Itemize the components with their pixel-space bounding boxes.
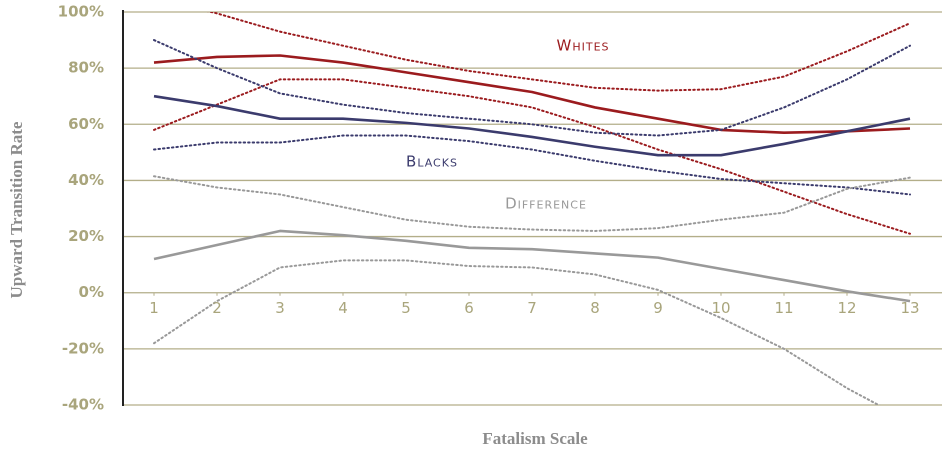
x-tick-label: 2 bbox=[212, 299, 222, 317]
y-tick-label: 0% bbox=[79, 283, 104, 301]
x-axis-title: Fatalism Scale bbox=[482, 429, 588, 448]
series-label: Whites bbox=[557, 37, 610, 55]
series-line bbox=[153, 229, 911, 303]
series-line bbox=[153, 94, 911, 157]
confidence-line bbox=[153, 259, 881, 405]
y-tick-label: 100% bbox=[58, 3, 104, 21]
y-axis-title: Upward Transition Rate bbox=[7, 121, 26, 298]
series-label: Difference bbox=[505, 195, 587, 213]
y-tick-label: 40% bbox=[68, 171, 104, 189]
confidence-line bbox=[207, 12, 911, 92]
x-tick-label: 10 bbox=[711, 299, 730, 317]
x-tick-label: 9 bbox=[653, 299, 663, 317]
x-tick-label: 1 bbox=[149, 299, 159, 317]
series-line bbox=[153, 54, 911, 135]
confidence-line bbox=[153, 39, 911, 137]
series-label: Blacks bbox=[406, 153, 458, 171]
confidence-line bbox=[153, 175, 911, 232]
y-tick-label: 20% bbox=[68, 227, 104, 245]
x-tick-label: 6 bbox=[464, 299, 474, 317]
y-tick-label: -20% bbox=[62, 339, 104, 357]
y-tick-label: 80% bbox=[68, 59, 104, 77]
x-tick-label: 8 bbox=[590, 299, 600, 317]
x-tick-label: 5 bbox=[401, 299, 411, 317]
y-tick-label: -40% bbox=[62, 396, 104, 414]
x-tick-label: 13 bbox=[900, 299, 919, 317]
x-tick-label: 7 bbox=[527, 299, 537, 317]
x-tick-label: 12 bbox=[837, 299, 856, 317]
x-tick-label: 11 bbox=[774, 299, 793, 317]
x-tick-label: 4 bbox=[338, 299, 348, 317]
confidence-line bbox=[153, 134, 911, 196]
y-tick-label: 60% bbox=[68, 115, 104, 133]
confidence-line bbox=[153, 78, 911, 235]
x-tick-label: 3 bbox=[275, 299, 285, 317]
plot-area bbox=[153, 12, 911, 405]
